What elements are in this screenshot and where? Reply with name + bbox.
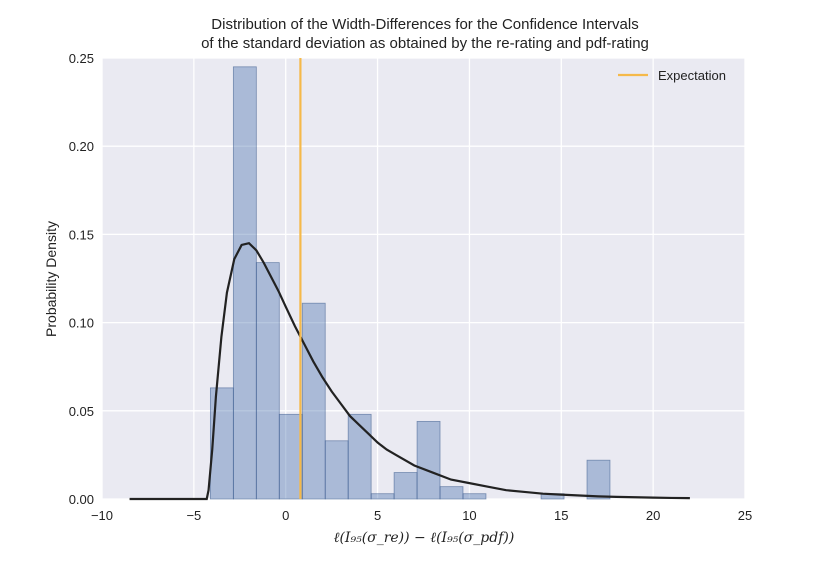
histogram-bar [324,440,349,500]
y-axis-ticks: 0.00 0.05 0.10 0.15 0.20 0.25 [69,51,94,507]
chart-title-line-1: Distribution of the Width-Differences fo… [211,16,638,33]
histogram-bar [370,493,395,500]
histogram-bar [416,420,441,500]
histogram-bar [462,493,487,500]
chart-title-line-2: of the standard deviation as obtained by… [201,35,649,52]
x-tick-label: 15 [554,508,568,523]
y-tick-label: 0.10 [69,316,94,331]
plot-area [102,58,745,499]
histogram-bar [439,486,464,500]
x-tick-label: 10 [462,508,476,523]
histogram-bar [209,387,234,500]
x-tick-label: −10 [91,508,113,523]
x-axis-label: ℓ(I₉₅(σ_re)) − ℓ(I₉₅(σ_pdf)) [334,530,515,546]
histogram-bar [586,459,611,500]
y-tick-label: 0.05 [69,404,94,419]
y-tick-label: 0.00 [69,492,94,507]
y-tick-label: 0.20 [69,139,94,154]
histogram-bars [209,66,611,500]
y-axis-label: Probability Density [43,221,59,337]
x-tick-label: 0 [282,508,289,523]
density-curve [129,242,690,501]
histogram-bar [347,413,372,500]
x-tick-label: −5 [186,508,201,523]
y-tick-label: 0.15 [69,227,94,242]
histogram-bar [393,472,418,500]
grid-lines [101,57,746,500]
y-tick-label: 0.25 [69,51,94,66]
histogram-bar [278,413,303,500]
x-axis-ticks: −10 −5 0 5 10 15 20 25 [91,508,752,523]
x-tick-label: 20 [646,508,660,523]
legend: Expectation [618,68,726,83]
legend-expectation-label: Expectation [658,68,726,83]
x-tick-label: 25 [738,508,752,523]
histogram-bar [232,66,257,500]
histogram-bar [255,262,280,500]
x-tick-label: 5 [374,508,381,523]
histogram-bar [301,302,326,500]
